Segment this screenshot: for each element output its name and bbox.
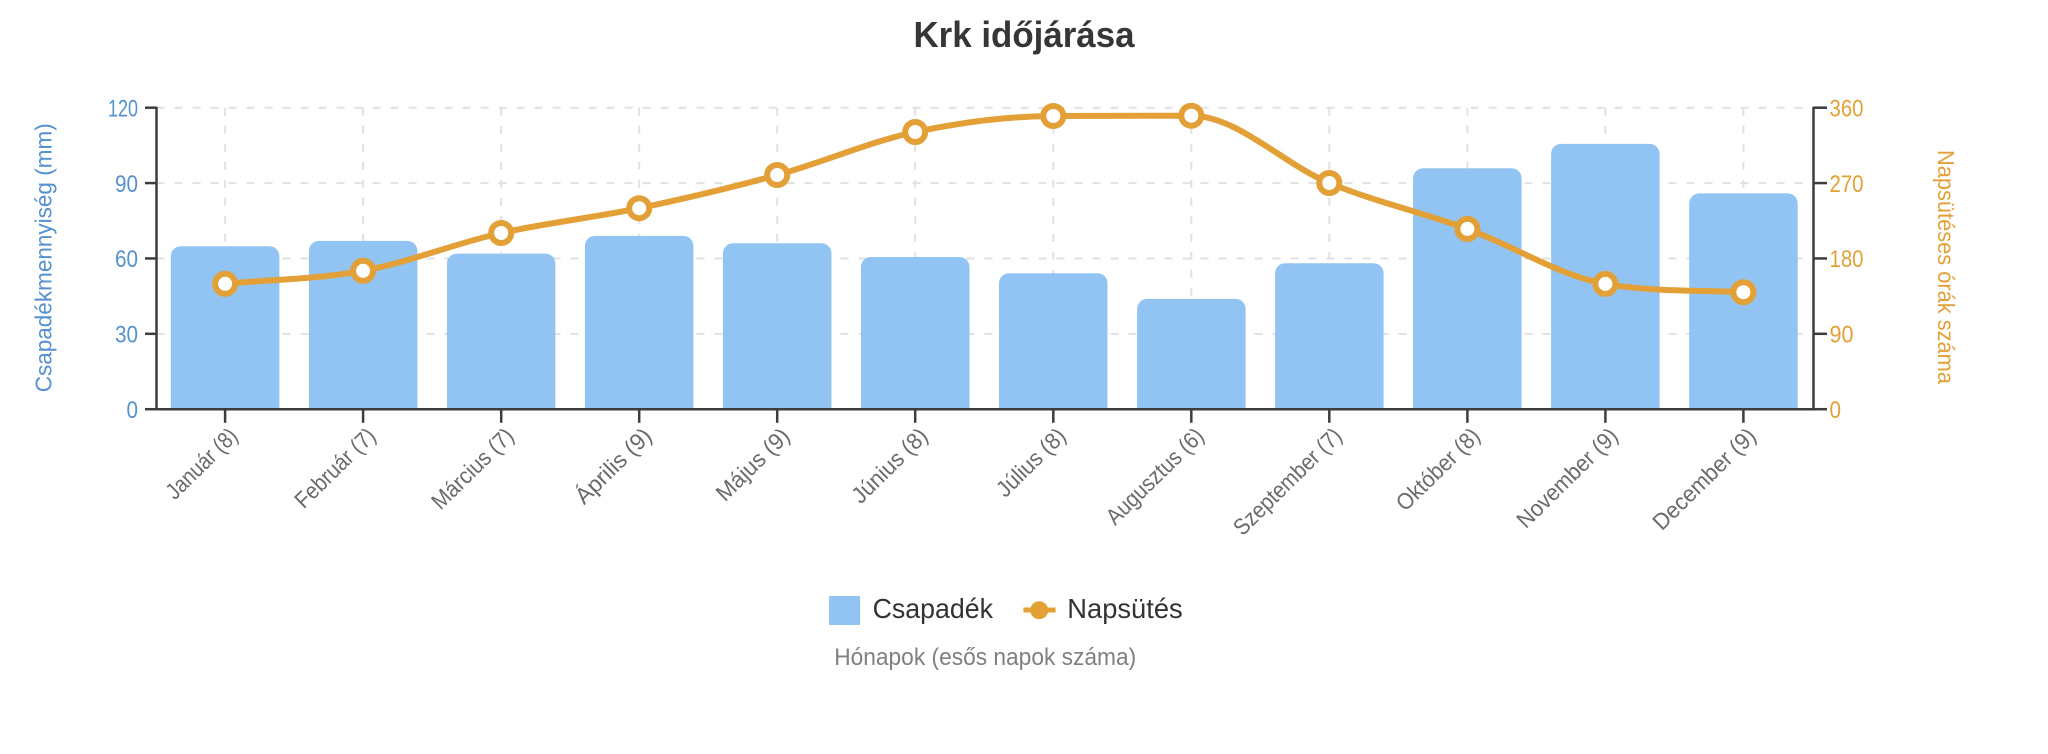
svg-text:Napsütés: Napsütés [1067, 593, 1182, 624]
svg-text:180: 180 [1830, 246, 1864, 273]
svg-text:30: 30 [115, 322, 138, 349]
svg-text:360: 360 [1830, 95, 1864, 122]
svg-text:Csapadék: Csapadék [873, 593, 994, 624]
svg-text:270: 270 [1830, 171, 1864, 198]
svg-text:Krk időjárása: Krk időjárása [914, 14, 1136, 55]
svg-text:0: 0 [127, 397, 139, 424]
svg-text:0: 0 [1830, 397, 1842, 424]
svg-text:90: 90 [115, 171, 138, 198]
svg-text:90: 90 [1830, 322, 1854, 349]
svg-text:Hónapok (esős napok száma): Hónapok (esős napok száma) [834, 644, 1136, 671]
svg-text:Napsütéses órák száma: Napsütéses órák száma [1933, 150, 1959, 384]
svg-text:Csapadékmennyiség (mm): Csapadékmennyiség (mm) [31, 123, 57, 392]
svg-text:60: 60 [115, 246, 138, 273]
svg-text:120: 120 [108, 95, 138, 122]
